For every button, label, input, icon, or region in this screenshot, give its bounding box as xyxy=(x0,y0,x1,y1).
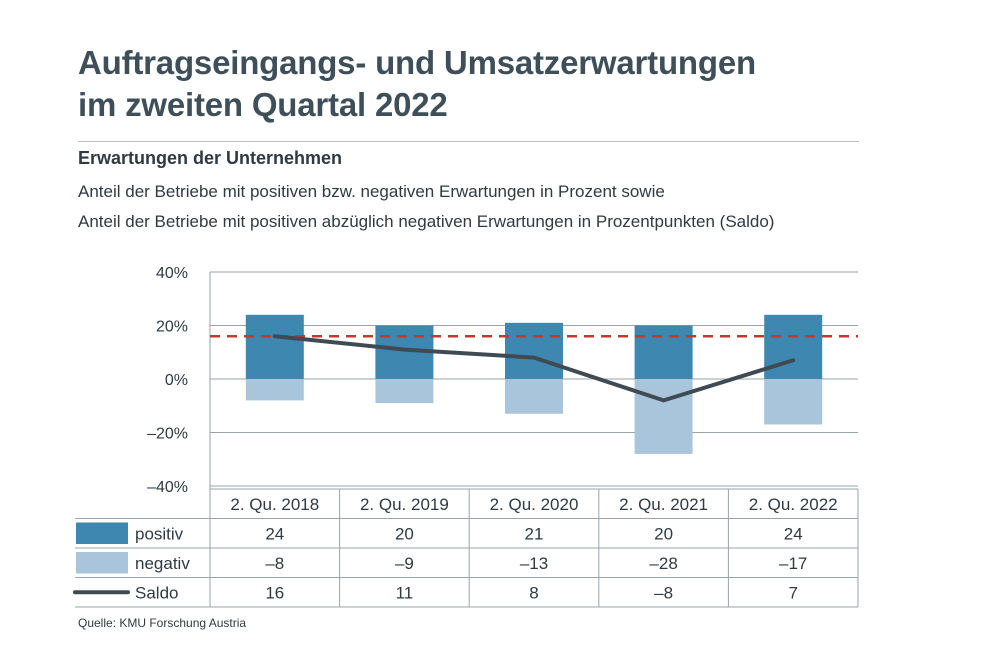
table-cell-positiv: 20 xyxy=(395,524,414,543)
category-label: 2. Qu. 2022 xyxy=(749,495,838,514)
table-cell-negativ: –9 xyxy=(395,554,414,573)
table-cell-saldo: 7 xyxy=(788,583,797,602)
table-cell-negativ: –8 xyxy=(265,554,284,573)
chart-subtitle: Erwartungen der Unternehmen xyxy=(78,148,343,168)
description-line-2: Anteil der Betriebe mit positiven abzügl… xyxy=(78,212,775,231)
table-cell-negativ: –17 xyxy=(779,554,807,573)
bar-negativ xyxy=(375,379,434,404)
chart-title: Auftragseingangs- und Umsatzerwartungen … xyxy=(78,42,878,126)
y-tick-label: 20% xyxy=(156,319,188,336)
table-cell-positiv: 24 xyxy=(265,524,284,543)
table-cell-negativ: –13 xyxy=(520,554,548,573)
bar-positiv xyxy=(245,314,304,379)
table-cell-saldo: –8 xyxy=(654,583,673,602)
legend-saldo-label: Saldo xyxy=(135,583,178,602)
bar-positiv xyxy=(505,322,563,379)
bar-positiv xyxy=(764,314,823,379)
table-cell-positiv: 20 xyxy=(654,524,673,543)
title-line-2: im zweiten Quartal 2022 xyxy=(78,86,448,123)
table-cell-saldo: 8 xyxy=(529,583,538,602)
table-cell-negativ: –28 xyxy=(649,554,677,573)
legend-negativ-label: negativ xyxy=(135,554,190,573)
y-tick-label: –40% xyxy=(147,479,188,496)
table-cell-positiv: 24 xyxy=(784,524,803,543)
description-line-1: Anteil der Betriebe mit positiven bzw. n… xyxy=(78,182,665,201)
saldo-line xyxy=(272,334,796,403)
bar-negativ xyxy=(505,379,563,414)
category-label: 2. Qu. 2020 xyxy=(490,495,579,514)
bar-positiv xyxy=(634,325,693,379)
category-label: 2. Qu. 2018 xyxy=(230,495,319,514)
table-cell-saldo: 16 xyxy=(265,583,284,602)
legend-positiv-swatch xyxy=(76,522,128,544)
bar-negativ xyxy=(764,379,823,425)
bar-negativ xyxy=(245,379,304,401)
y-tick-label: 0% xyxy=(165,372,188,389)
y-tick-label: –20% xyxy=(147,426,188,443)
legend-negativ-swatch xyxy=(76,552,128,574)
category-label: 2. Qu. 2021 xyxy=(619,495,708,514)
title-divider xyxy=(78,141,859,142)
y-tick-label: 40% xyxy=(156,265,188,282)
category-label: 2. Qu. 2019 xyxy=(360,495,449,514)
table-cell-positiv: 21 xyxy=(525,524,544,543)
legend-positiv-label: positiv xyxy=(135,524,184,543)
title-line-1: Auftragseingangs- und Umsatzerwartungen xyxy=(78,44,756,81)
source-note: Quelle: KMU Forschung Austria xyxy=(78,616,247,630)
bar-negativ xyxy=(634,379,693,454)
table-cell-saldo: 11 xyxy=(396,583,414,602)
